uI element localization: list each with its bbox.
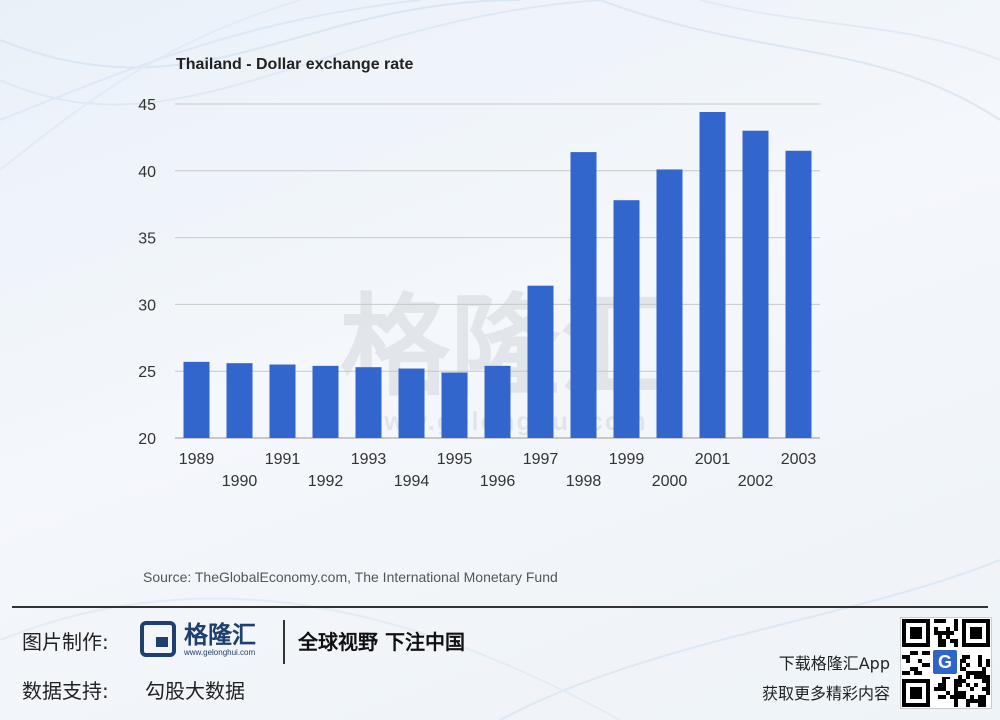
slogan: 全球视野 下注中国: [298, 630, 465, 654]
gelonghui-logo: 格隆汇 www.gelonghui.com: [140, 621, 256, 657]
x-tick-label: 2003: [781, 451, 817, 468]
x-tick-label: 1998: [566, 473, 602, 490]
bar-chart: 格隆汇www.gelonghui.com20253035404519891990…: [138, 97, 820, 490]
x-tick-label: 1995: [437, 451, 473, 468]
logo-name: 格隆汇: [184, 620, 256, 649]
data-support-label: 数据支持:: [22, 679, 109, 703]
chart-title: Thailand - Dollar exchange rate: [176, 56, 414, 73]
x-tick-label: 2001: [695, 451, 731, 468]
qr-logo-badge: G: [930, 647, 960, 677]
x-tick-label: 1994: [394, 473, 430, 490]
x-tick-label: 1999: [609, 451, 645, 468]
bar: [570, 152, 597, 438]
bar: [398, 368, 425, 438]
bar: [699, 112, 726, 439]
y-tick-label: 40: [138, 164, 156, 181]
x-tick-label: 1989: [179, 451, 215, 468]
qr-pattern: [902, 619, 990, 707]
x-tick-label: 2000: [652, 473, 688, 490]
x-tick-label: 1993: [351, 451, 387, 468]
y-tick-label: 45: [138, 97, 156, 114]
y-tick-label: 35: [138, 231, 156, 248]
bar: [484, 365, 511, 438]
x-tick-label: 2002: [738, 473, 774, 490]
x-tick-label: 1997: [523, 451, 559, 468]
source-note: Source: TheGlobalEconomy.com, The Intern…: [143, 569, 558, 585]
y-tick-label: 20: [138, 431, 156, 448]
x-tick-label: 1990: [222, 473, 258, 490]
logo-url: www.gelonghui.com: [184, 647, 256, 657]
x-tick-label: 1992: [308, 473, 344, 490]
bar: [312, 365, 339, 438]
made-by-label: 图片制作:: [22, 630, 109, 654]
g-logo-icon: [140, 621, 176, 657]
bar: [527, 285, 554, 438]
bar: [183, 361, 210, 438]
bar: [656, 169, 683, 439]
bar: [269, 364, 296, 438]
bar: [226, 363, 253, 438]
bar: [742, 130, 769, 438]
bar: [613, 200, 640, 438]
bar: [355, 367, 382, 438]
footer-separator: [283, 620, 285, 664]
bar: [785, 150, 812, 438]
x-tick-label: 1991: [265, 451, 301, 468]
footer-divider: [12, 606, 988, 608]
download-app-text: 下载格隆汇App: [778, 654, 890, 673]
x-tick-label: 1996: [480, 473, 516, 490]
y-tick-label: 25: [138, 364, 156, 381]
bar: [441, 372, 468, 438]
qr-code[interactable]: G: [900, 617, 992, 709]
data-support-value: 勾股大数据: [145, 679, 245, 703]
y-tick-label: 30: [138, 297, 156, 314]
more-content-text: 获取更多精彩内容: [761, 684, 890, 703]
